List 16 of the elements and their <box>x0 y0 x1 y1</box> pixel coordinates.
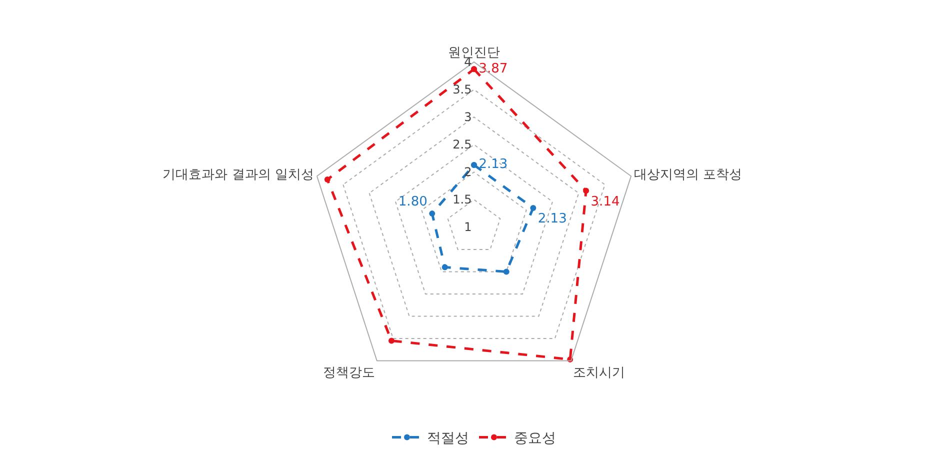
y-tick-label: 2.5 <box>452 138 472 152</box>
spoke-label: 조치시기 <box>572 365 625 380</box>
legend-label: 중요성 <box>514 430 556 447</box>
data-label: 2.13 <box>478 157 508 172</box>
y-tick-label: 3 <box>464 110 472 124</box>
y-tick-label: 1 <box>464 220 472 234</box>
data-label: 3.14 <box>590 194 620 210</box>
data-label: 1.80 <box>398 194 428 210</box>
y-tick-label: 1.5 <box>452 192 472 207</box>
y-tick-label: 3.5 <box>452 82 472 96</box>
spoke-label: 대상지역의 포착성 <box>634 168 742 183</box>
spoke-label: 기대효과와 결과의 일치성 <box>162 168 314 183</box>
data-label: 2.13 <box>538 211 567 226</box>
spoke-label: 정책강도 <box>323 365 376 380</box>
legend-label: 적절성 <box>427 430 469 447</box>
data-label: 3.87 <box>478 61 508 76</box>
